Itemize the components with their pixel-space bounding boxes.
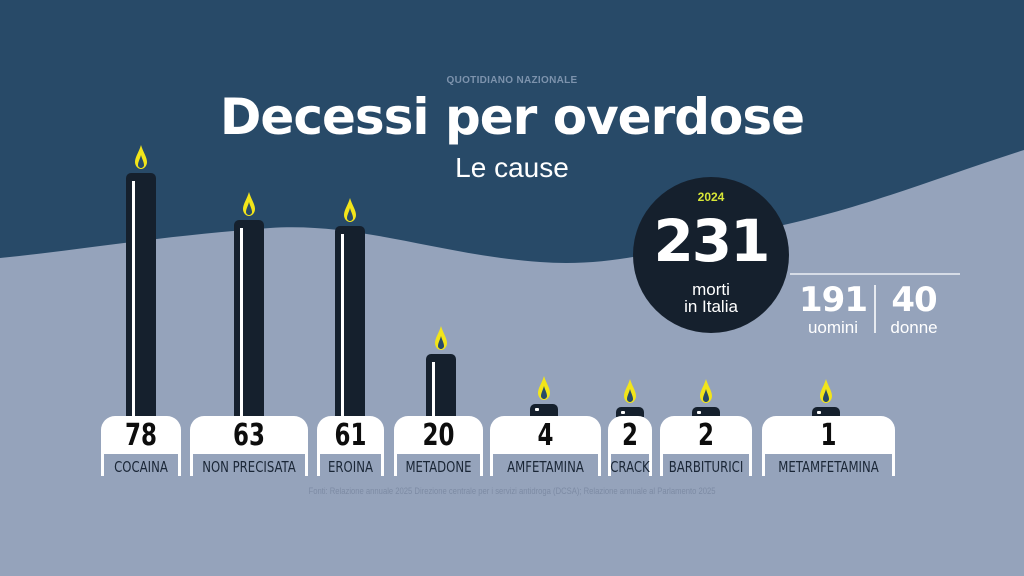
candle-highlight xyxy=(535,408,539,412)
category-label: AMFETAMINA xyxy=(507,458,584,476)
box-top xyxy=(660,416,752,454)
candle-highlight xyxy=(341,234,344,417)
men-label: uomini xyxy=(807,318,859,337)
men-count: 191 xyxy=(799,280,868,320)
box-side xyxy=(394,454,397,476)
divider-horizontal xyxy=(790,273,960,275)
candle-bar xyxy=(692,407,720,417)
box-side xyxy=(480,454,483,476)
total-label-line1: morti xyxy=(692,280,730,299)
flame-icon xyxy=(700,379,712,403)
box-top xyxy=(394,416,483,454)
candle-bar xyxy=(126,172,156,417)
data-label: 2 xyxy=(622,418,638,453)
box-top xyxy=(190,416,308,454)
box-side xyxy=(608,454,611,476)
category-box: 20 METADONE xyxy=(394,416,483,476)
flame-icon xyxy=(538,376,550,401)
category-box: 61 EROINA xyxy=(317,416,384,476)
box-side xyxy=(305,454,308,476)
flame-icon xyxy=(820,379,832,403)
candle-bar xyxy=(616,407,644,417)
total-circle: 2024 231 morti in Italia xyxy=(633,177,789,333)
total-label: morti in Italia xyxy=(633,281,789,315)
category-box: 2 BARBITURICI xyxy=(660,416,752,476)
data-label: 78 xyxy=(125,418,157,453)
candle-highlight xyxy=(817,411,821,414)
category-box: 2 CRACK xyxy=(608,416,652,476)
candle-highlight xyxy=(240,227,243,417)
flame-icon xyxy=(344,198,356,223)
box-side xyxy=(892,454,895,476)
box-side xyxy=(649,454,652,476)
box-top xyxy=(317,416,384,454)
category-label: COCAINA xyxy=(114,458,168,476)
box-side xyxy=(381,454,384,476)
flame-icon xyxy=(435,326,447,351)
box-side xyxy=(490,454,493,476)
box-top xyxy=(101,416,181,454)
divider-vertical xyxy=(874,285,876,333)
flame-icon xyxy=(135,144,147,169)
data-label: 61 xyxy=(334,418,367,453)
page-subtitle: Le cause xyxy=(455,152,569,183)
candle-bar xyxy=(530,404,558,417)
category-label: METAMFETAMINA xyxy=(778,458,879,476)
category-label: BARBITURICI xyxy=(668,458,744,476)
total-deaths: 231 xyxy=(653,207,770,275)
year-label: 2024 xyxy=(697,190,725,204)
source-note: Fonti: Relazione annuale 2025 Direzione … xyxy=(308,486,716,496)
box-side xyxy=(762,454,765,476)
page-title: Decessi per overdose xyxy=(219,88,805,146)
candle-bar xyxy=(426,354,456,417)
box-top xyxy=(490,416,601,454)
category-box: 78 COCAINA xyxy=(101,416,181,476)
box-side xyxy=(178,454,181,476)
box-top xyxy=(762,416,895,454)
candle-highlight xyxy=(132,180,135,417)
data-label: 63 xyxy=(233,418,265,453)
category-label: CRACK xyxy=(610,458,650,476)
candle-highlight xyxy=(621,411,625,414)
candle-bar xyxy=(335,226,365,417)
category-label: EROINA xyxy=(328,458,373,476)
flame-icon xyxy=(624,379,636,403)
women-label: donne xyxy=(890,318,938,337)
box-side xyxy=(749,454,752,476)
box-side xyxy=(660,454,663,476)
box-side xyxy=(190,454,193,476)
brand-label: QUOTIDIANO NAZIONALE xyxy=(446,75,578,86)
total-label-line2: in Italia xyxy=(684,297,738,316)
data-label: 2 xyxy=(698,418,714,453)
candle-highlight xyxy=(697,411,701,414)
box-side xyxy=(317,454,320,476)
category-box: 63 NON PRECISATA xyxy=(190,416,308,476)
category-box: 4 AMFETAMINA xyxy=(490,416,601,476)
candle-highlight xyxy=(432,362,435,417)
candle-bar xyxy=(234,219,264,417)
box-side xyxy=(101,454,104,476)
category-box: 1 METAMFETAMINA xyxy=(762,416,895,476)
box-side xyxy=(598,454,601,476)
flame-icon xyxy=(243,191,255,216)
data-label: 20 xyxy=(422,418,455,453)
women-count: 40 xyxy=(891,280,937,320)
candle-bar xyxy=(812,407,840,417)
category-label: METADONE xyxy=(405,458,472,476)
category-label: NON PRECISATA xyxy=(202,458,296,476)
data-label: 1 xyxy=(820,418,837,453)
box-top xyxy=(608,416,652,454)
data-label: 4 xyxy=(537,418,554,453)
